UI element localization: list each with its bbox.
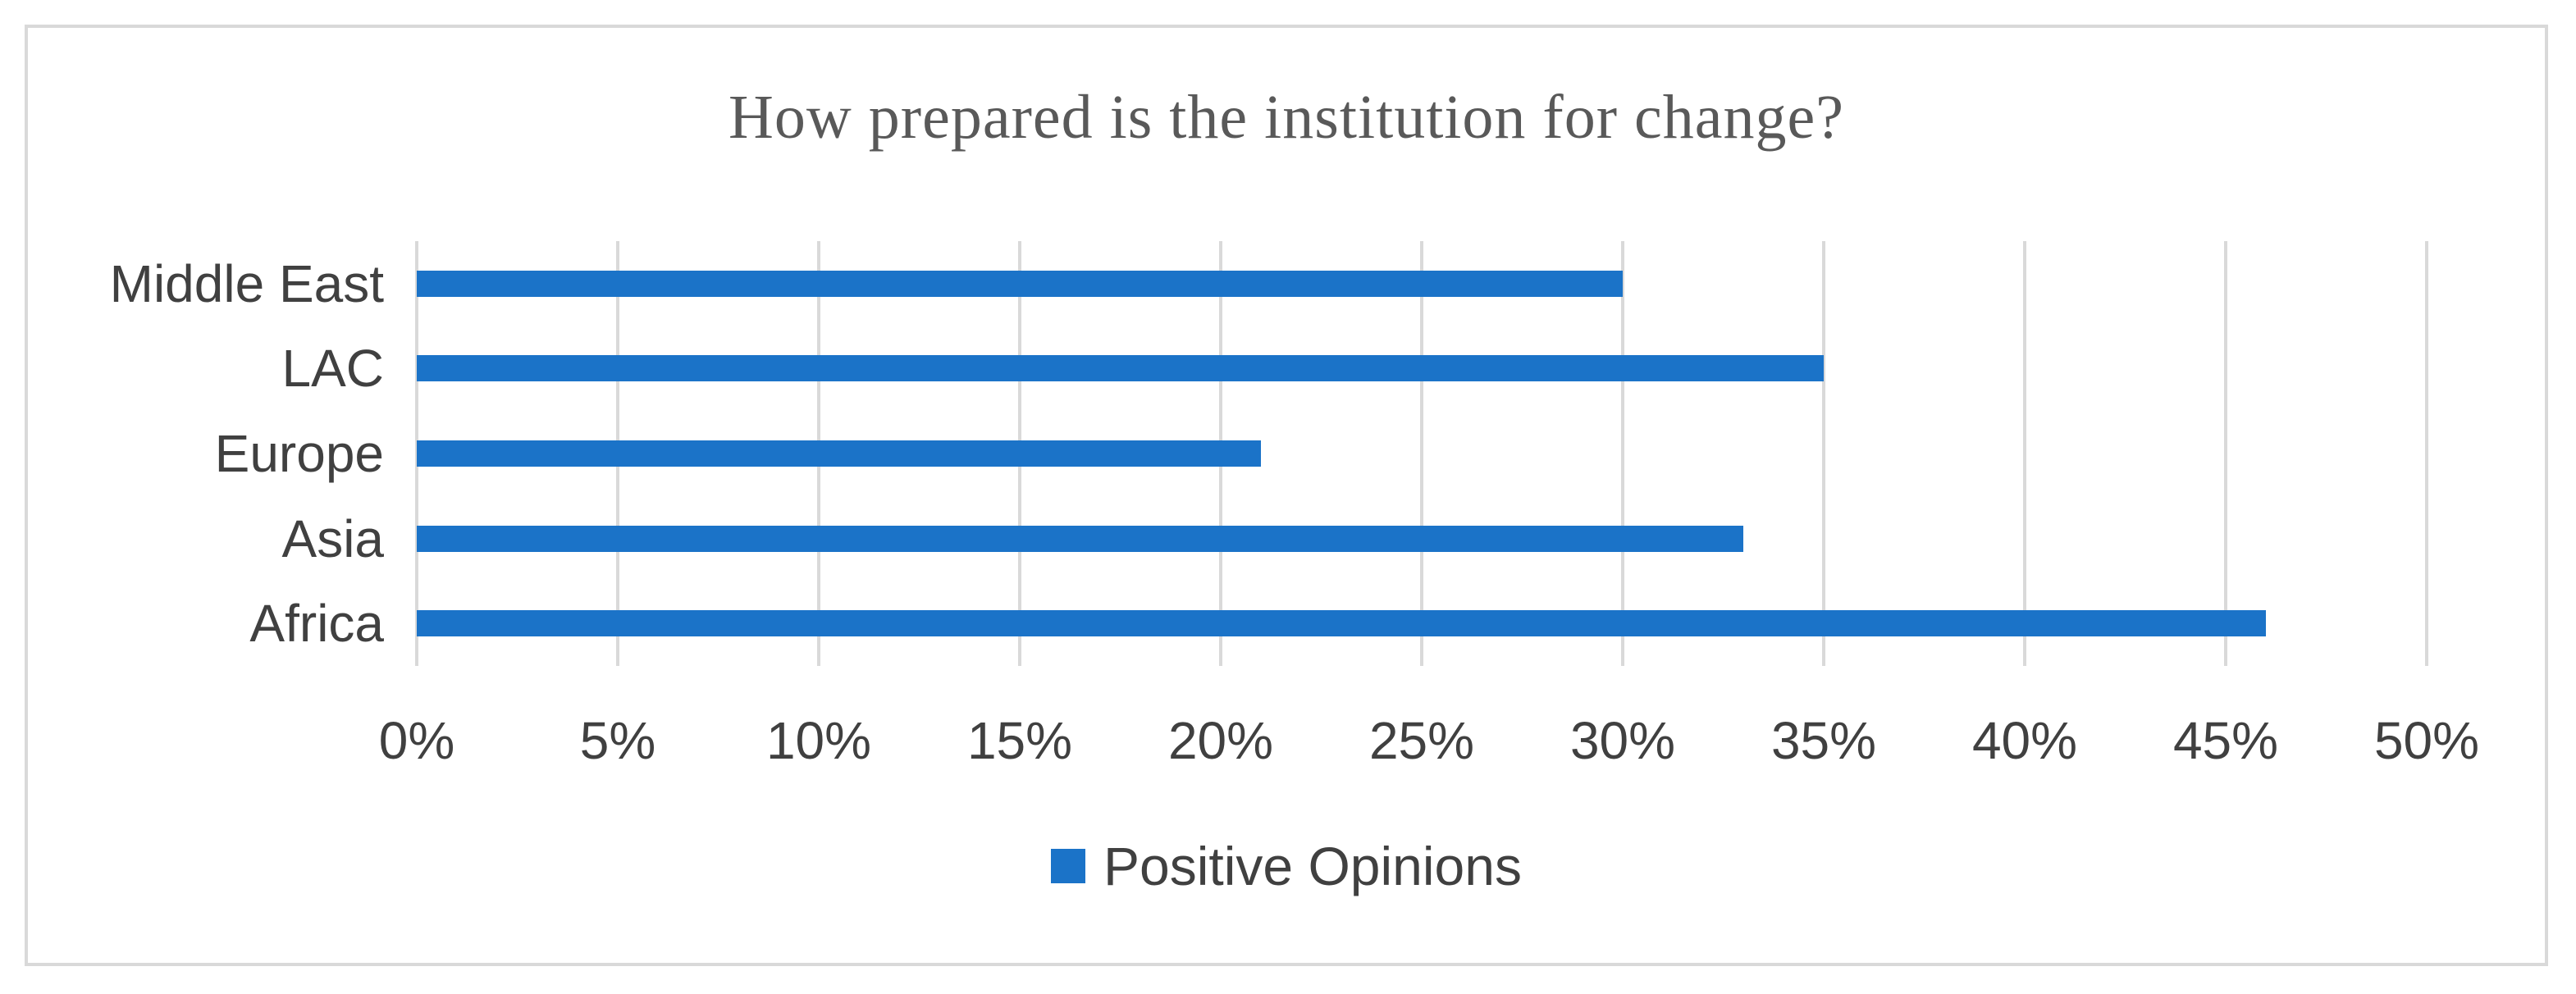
- legend: Positive Opinions: [28, 836, 2545, 896]
- category-label-asia: Asia: [281, 508, 385, 568]
- x-axis: 0% 5% 10% 15% 20% 25% 30% 35% 40% 45% 50%: [379, 710, 2479, 776]
- plot-area: [415, 241, 2428, 666]
- gridline-25: [1420, 241, 1423, 666]
- gridline-50: [2425, 241, 2428, 666]
- gridline-35: [1822, 241, 1825, 666]
- chart-frame: How prepared is the institution for chan…: [25, 25, 2548, 966]
- x-tick-label-45: 45%: [2172, 711, 2279, 770]
- bar-band-asia: [417, 496, 2427, 581]
- x-tick-label-10: 10%: [765, 711, 872, 770]
- x-tick-label-0: 0%: [378, 711, 455, 770]
- bar-band-africa: [417, 581, 2427, 666]
- gridline-45: [2224, 241, 2227, 666]
- legend-swatch-icon: [1051, 849, 1086, 883]
- x-tick-label-40: 40%: [1971, 711, 2078, 770]
- x-tick-label-30: 30%: [1569, 711, 1676, 770]
- bar-band-middle-east: [417, 241, 2427, 326]
- category-axis: Middle East LAC Europe Asia Africa: [28, 241, 384, 666]
- x-tick-label-50: 50%: [2373, 711, 2480, 770]
- legend-label: Positive Opinions: [1103, 836, 1522, 896]
- category-label-lac: LAC: [281, 339, 385, 399]
- bar-africa: [417, 610, 2266, 637]
- bar-europe: [417, 440, 1261, 467]
- category-label-africa: Africa: [249, 594, 384, 654]
- category-label-middle-east: Middle East: [109, 253, 384, 313]
- chart-title: How prepared is the institution for chan…: [728, 83, 1844, 152]
- category-label-europe: Europe: [214, 423, 384, 483]
- gridline-30: [1621, 241, 1624, 666]
- bar-band-europe: [417, 411, 2427, 496]
- x-tick-label-5: 5%: [579, 711, 656, 770]
- gridline-40: [2023, 241, 2026, 666]
- x-tick-label-35: 35%: [1770, 711, 1877, 770]
- bar-middle-east: [417, 270, 1623, 297]
- bar-asia: [417, 525, 1743, 552]
- bar-lac: [417, 355, 1824, 382]
- x-tick-label-25: 25%: [1368, 711, 1475, 770]
- bar-band-lac: [417, 326, 2427, 412]
- x-tick-label-15: 15%: [966, 711, 1073, 770]
- x-tick-label-20: 20%: [1167, 711, 1274, 770]
- bar-series: [417, 241, 2427, 666]
